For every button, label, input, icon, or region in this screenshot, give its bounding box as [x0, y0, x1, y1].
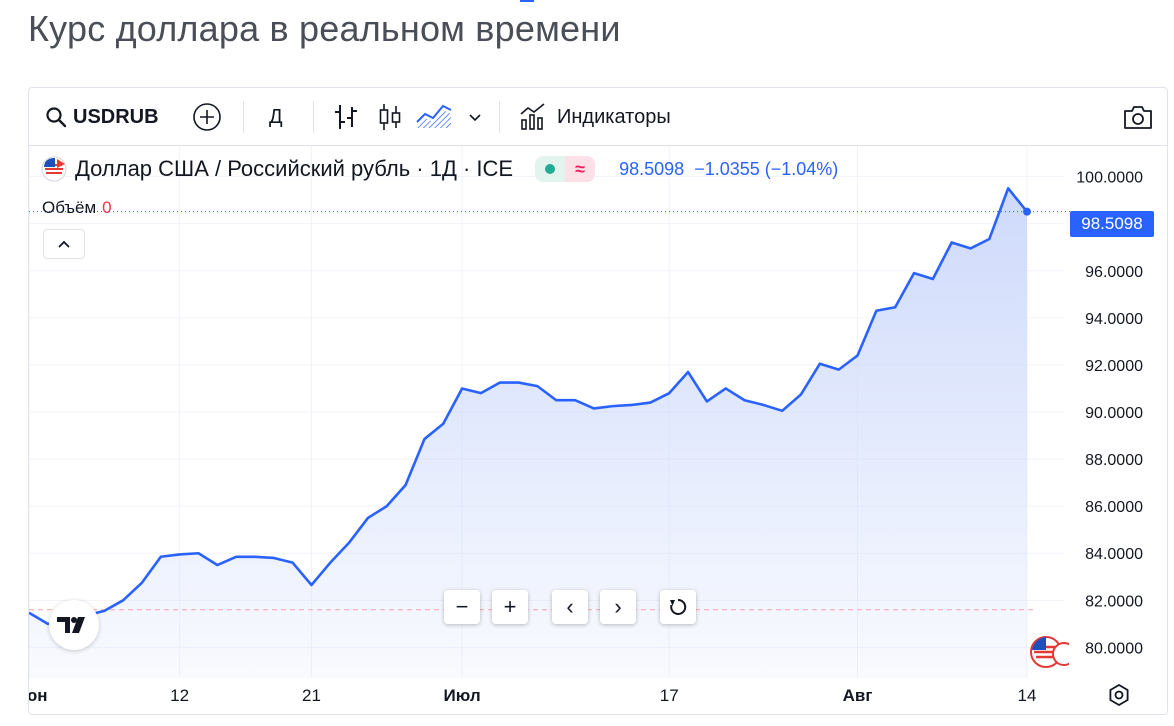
- y-tick-label: 86.0000: [1085, 499, 1143, 516]
- toolbar-divider: [499, 101, 500, 133]
- volume-label: Объём: [42, 198, 97, 217]
- indicators-icon: [520, 103, 545, 130]
- bars-style-button[interactable]: [333, 97, 359, 137]
- symbol-search-button[interactable]: USDRUB: [45, 97, 159, 137]
- scroll-underline: [520, 0, 534, 2]
- compare-button[interactable]: [192, 97, 222, 137]
- interval-button[interactable]: Д: [269, 97, 283, 137]
- y-tick-label: 84.0000: [1085, 546, 1143, 563]
- chart-settings-button[interactable]: [1105, 681, 1133, 709]
- chevron-left-icon: ‹: [566, 594, 574, 619]
- zoom-out-icon: −: [455, 594, 469, 619]
- scroll-right-button[interactable]: ›: [600, 590, 636, 624]
- x-tick-label: Авг: [843, 686, 873, 705]
- chevron-down-icon: [469, 114, 481, 122]
- x-tick-label: 21: [302, 686, 321, 705]
- chart-style-dropdown[interactable]: [467, 97, 483, 137]
- settings-icon: [1109, 683, 1129, 707]
- x-tick-label: 12: [170, 686, 189, 705]
- symbol-flag-badge: [1030, 636, 1069, 668]
- tradingview-logo-icon: [57, 617, 85, 633]
- interval-label: Д: [269, 105, 283, 128]
- chart-legend: Доллар США / Российский рубль · 1Д · ICE…: [41, 156, 838, 182]
- collapse-legend-button[interactable]: [43, 229, 85, 259]
- candles-icon: [379, 104, 401, 130]
- y-tick-label: 94.0000: [1085, 311, 1143, 328]
- y-tick-label: 90.0000: [1085, 405, 1143, 422]
- snapshot-button[interactable]: [1122, 97, 1154, 137]
- y-tick-label: 82.0000: [1085, 593, 1143, 610]
- reset-icon: [670, 598, 687, 615]
- volume-value: 0: [102, 198, 112, 217]
- y-tick-label: 100.0000: [1076, 170, 1143, 187]
- y-tick-label: 88.0000: [1085, 452, 1143, 469]
- price-line: [29, 187, 1029, 626]
- area-chart-icon: [416, 104, 452, 128]
- x-tick-label: 17: [660, 686, 679, 705]
- chart-toolbar: USDRUB Д Индикаторы: [29, 88, 1167, 146]
- chevron-right-icon: ›: [614, 594, 622, 619]
- camera-icon: [1124, 106, 1152, 129]
- price-area-fill: [29, 188, 1027, 678]
- legend-change: −1.0355 (−1.04%): [694, 158, 839, 179]
- area-style-button[interactable]: [415, 97, 453, 137]
- last-price-marker: [1023, 207, 1031, 216]
- search-icon: [46, 107, 67, 128]
- market-open-indicator: [535, 156, 566, 182]
- plus-circle-icon: [193, 103, 221, 131]
- indicators-button[interactable]: Индикаторы: [519, 97, 671, 137]
- y-tick-label: 80.0000: [1085, 640, 1143, 657]
- zoom-out-button[interactable]: −: [444, 590, 480, 624]
- bar-chart-icon: [335, 105, 357, 129]
- y-tick-label: 92.0000: [1085, 358, 1143, 375]
- delayed-data-icon: ≈: [565, 156, 596, 182]
- market-status[interactable]: ≈: [535, 156, 596, 182]
- zoom-in-button[interactable]: +: [492, 590, 528, 624]
- candles-style-button[interactable]: [377, 97, 403, 137]
- zoom-in-icon: +: [503, 594, 517, 619]
- reset-chart-button[interactable]: [660, 590, 696, 624]
- symbol-label: USDRUB: [73, 105, 159, 128]
- scroll-left-button[interactable]: ‹: [552, 590, 588, 624]
- legend-price: 98.5098: [619, 158, 685, 179]
- volume-legend: Объём 0: [42, 198, 112, 218]
- x-tick-label: Июн: [29, 686, 48, 705]
- page-title: Курс доллара в реальном времени: [28, 8, 621, 49]
- x-tick-label: Июл: [444, 686, 481, 705]
- instrument-title: Доллар США / Российский рубль · 1Д · ICE: [75, 156, 514, 181]
- indicators-label: Индикаторы: [557, 105, 671, 128]
- toolbar-divider: [313, 101, 314, 133]
- tradingview-logo[interactable]: [49, 600, 99, 650]
- x-tick-label: 14: [1018, 686, 1037, 705]
- chevron-up-icon: [58, 240, 70, 248]
- usd-rub-flag-icon: [41, 156, 67, 182]
- last-price-tag: 98.5098: [1070, 211, 1154, 237]
- toolbar-divider: [243, 101, 244, 133]
- chart-widget: USDRUB Д Индикаторы 80.0000 82.000: [28, 87, 1168, 715]
- price-chart[interactable]: 80.0000 82.0000 84.0000 86.0000 88.0000 90.00…: [29, 88, 1168, 715]
- y-tick-label: 96.0000: [1085, 264, 1143, 281]
